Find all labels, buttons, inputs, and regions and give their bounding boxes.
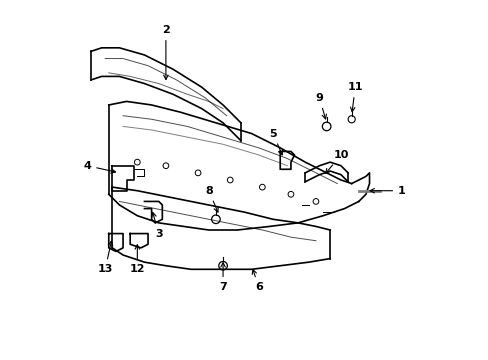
Text: 12: 12 (129, 245, 145, 274)
Text: 11: 11 (347, 82, 362, 112)
Text: 7: 7 (219, 262, 226, 292)
Text: 2: 2 (162, 25, 169, 80)
Text: 3: 3 (151, 212, 162, 239)
Text: 9: 9 (315, 93, 326, 119)
Text: 1: 1 (369, 186, 405, 196)
Text: 13: 13 (97, 241, 113, 274)
Text: 6: 6 (252, 270, 262, 292)
Text: 8: 8 (204, 186, 218, 212)
Text: 10: 10 (325, 150, 348, 173)
Text: 5: 5 (269, 129, 282, 155)
Text: 4: 4 (83, 161, 115, 173)
